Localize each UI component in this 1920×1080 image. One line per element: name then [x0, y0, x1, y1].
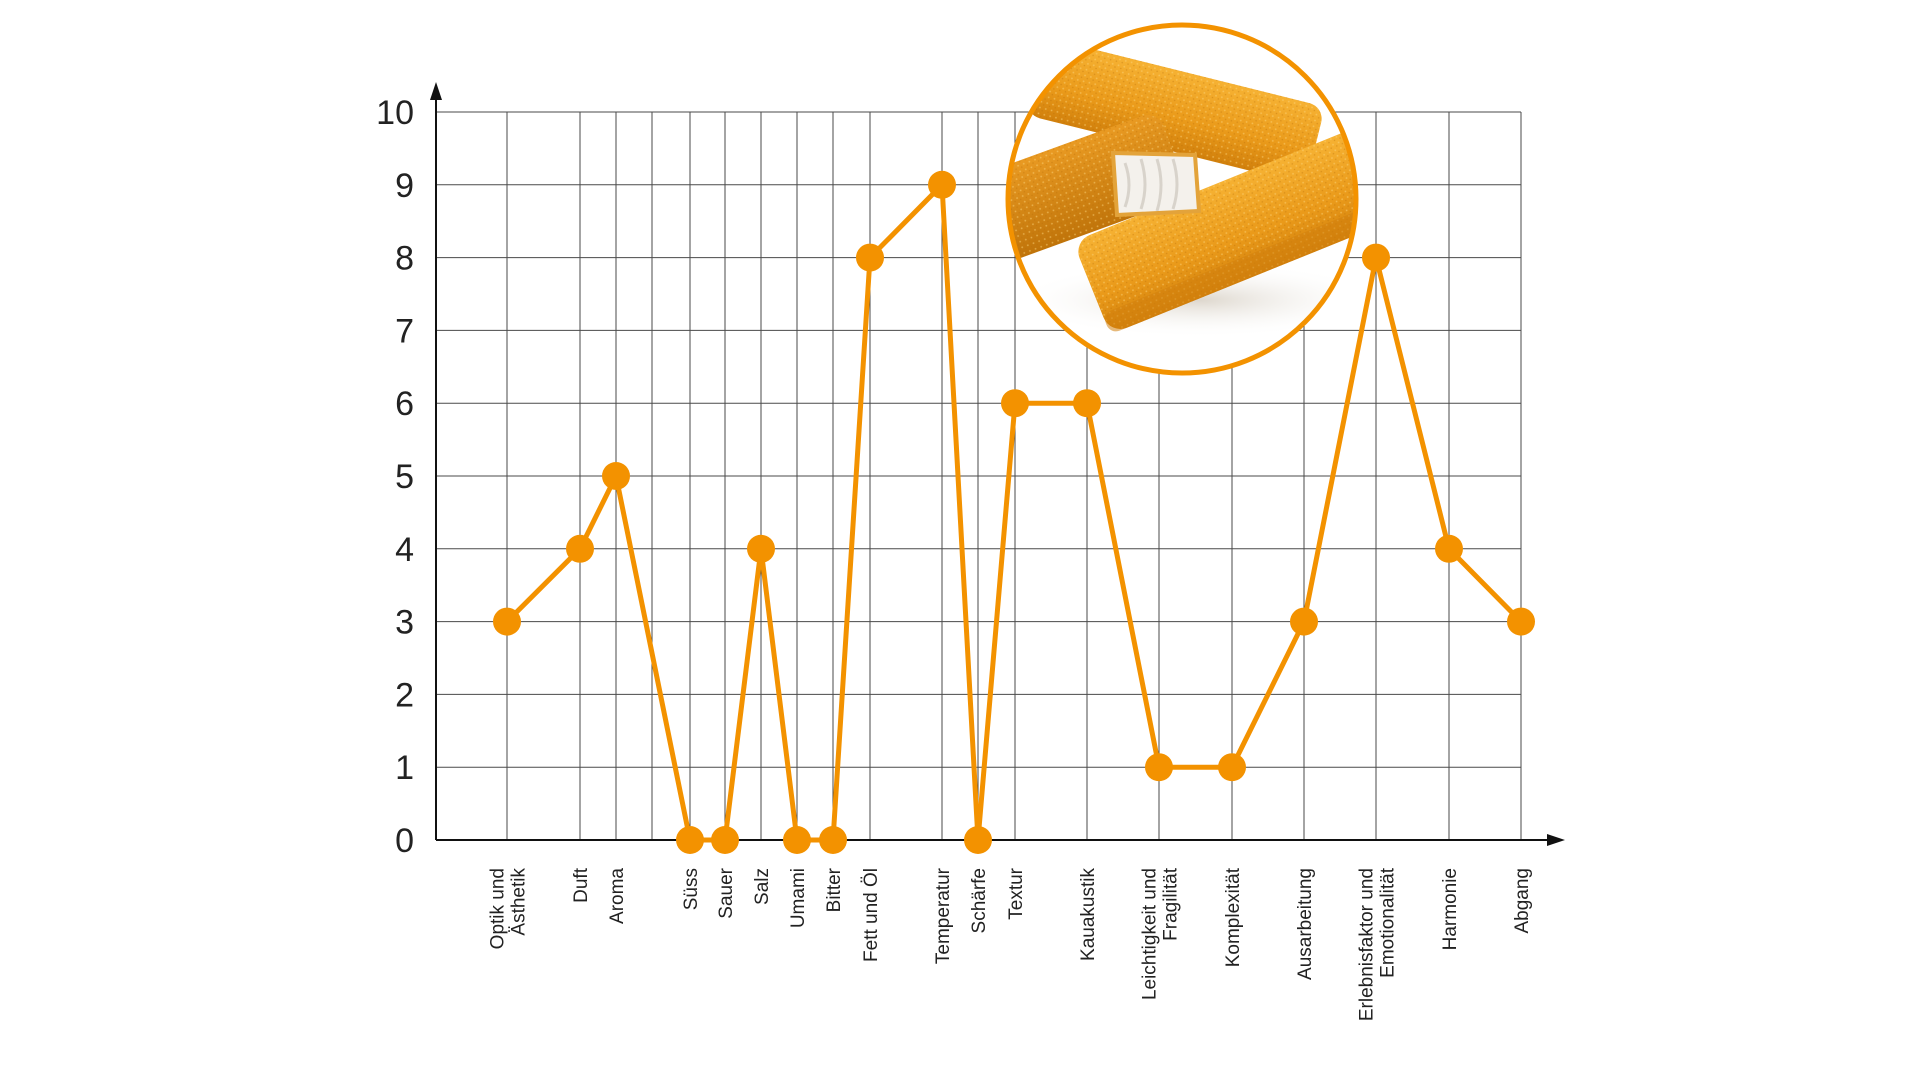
x-tick-label: Abgang [1512, 868, 1533, 934]
x-tick-label: Erlebnisfaktor undEmotionalität [1357, 867, 1399, 1021]
x-tick-label: Komplexität [1223, 867, 1244, 967]
data-point [1290, 607, 1318, 636]
y-tick-label: 0 [395, 822, 414, 860]
data-point [1001, 389, 1029, 418]
x-tick-label: Textur [1006, 867, 1027, 919]
data-point [819, 826, 847, 854]
data-point [928, 170, 956, 199]
x-tick-label: Ausarbeitung [1295, 868, 1316, 980]
data-point [964, 826, 992, 854]
y-tick-label: 7 [395, 312, 414, 350]
fish-sticks-photo [1005, 22, 1359, 376]
x-tick-label: Leichtigkeit undFragilität [1140, 867, 1182, 1000]
data-point [711, 826, 739, 854]
data-point [1507, 607, 1535, 636]
x-tick-label: Temperatur [933, 867, 954, 964]
x-tick-label: Duft [571, 867, 592, 903]
x-axis-ticks: Optik undÄsthetik Duft Aroma Süss Sauer Salz U… [488, 867, 1534, 1021]
y-tick-label: 9 [395, 167, 414, 205]
y-axis-ticks: 0 1 2 3 4 5 6 7 8 9 10 [376, 94, 414, 860]
grid-lines [436, 111, 1522, 840]
data-point [566, 534, 594, 563]
x-tick-label: Süss [681, 868, 702, 910]
x-tick-label: Umami [788, 868, 809, 928]
x-tick-label: Kauakustik [1078, 868, 1099, 961]
data-point [783, 826, 811, 854]
x-tick-label: Harmonie [1440, 868, 1461, 950]
y-tick-label: 3 [395, 604, 414, 642]
data-point [602, 462, 630, 490]
data-point [1435, 534, 1463, 563]
data-point [493, 607, 521, 636]
x-tick-label: Salz [752, 868, 773, 905]
y-tick-label: 5 [395, 458, 414, 496]
data-point [1073, 389, 1101, 418]
x-tick-label: Optik undÄsthetik [488, 868, 530, 950]
x-tick-label: Aroma [607, 868, 628, 924]
series-line-layer [493, 170, 1535, 854]
x-axis-arrow [1547, 834, 1565, 846]
x-tick-label: Schärfe [969, 868, 990, 933]
data-point [1218, 753, 1246, 782]
y-tick-label: 8 [395, 240, 414, 278]
data-point [856, 243, 884, 272]
y-tick-label: 1 [395, 749, 414, 787]
axes [430, 82, 1565, 846]
series-line [505, 182, 1523, 843]
y-tick-label: 4 [395, 531, 414, 569]
y-tick-label: 6 [395, 385, 414, 423]
data-point [747, 534, 775, 563]
data-point [1145, 753, 1173, 782]
data-point [676, 826, 704, 854]
y-tick-label: 2 [395, 676, 414, 714]
x-tick-label: Fett und Öl [861, 868, 882, 962]
y-axis-arrow [430, 82, 442, 100]
y-tick-label: 10 [376, 94, 414, 132]
x-tick-label: Bitter [824, 867, 845, 912]
data-point [1362, 243, 1390, 272]
x-tick-label: Sauer [716, 867, 737, 918]
